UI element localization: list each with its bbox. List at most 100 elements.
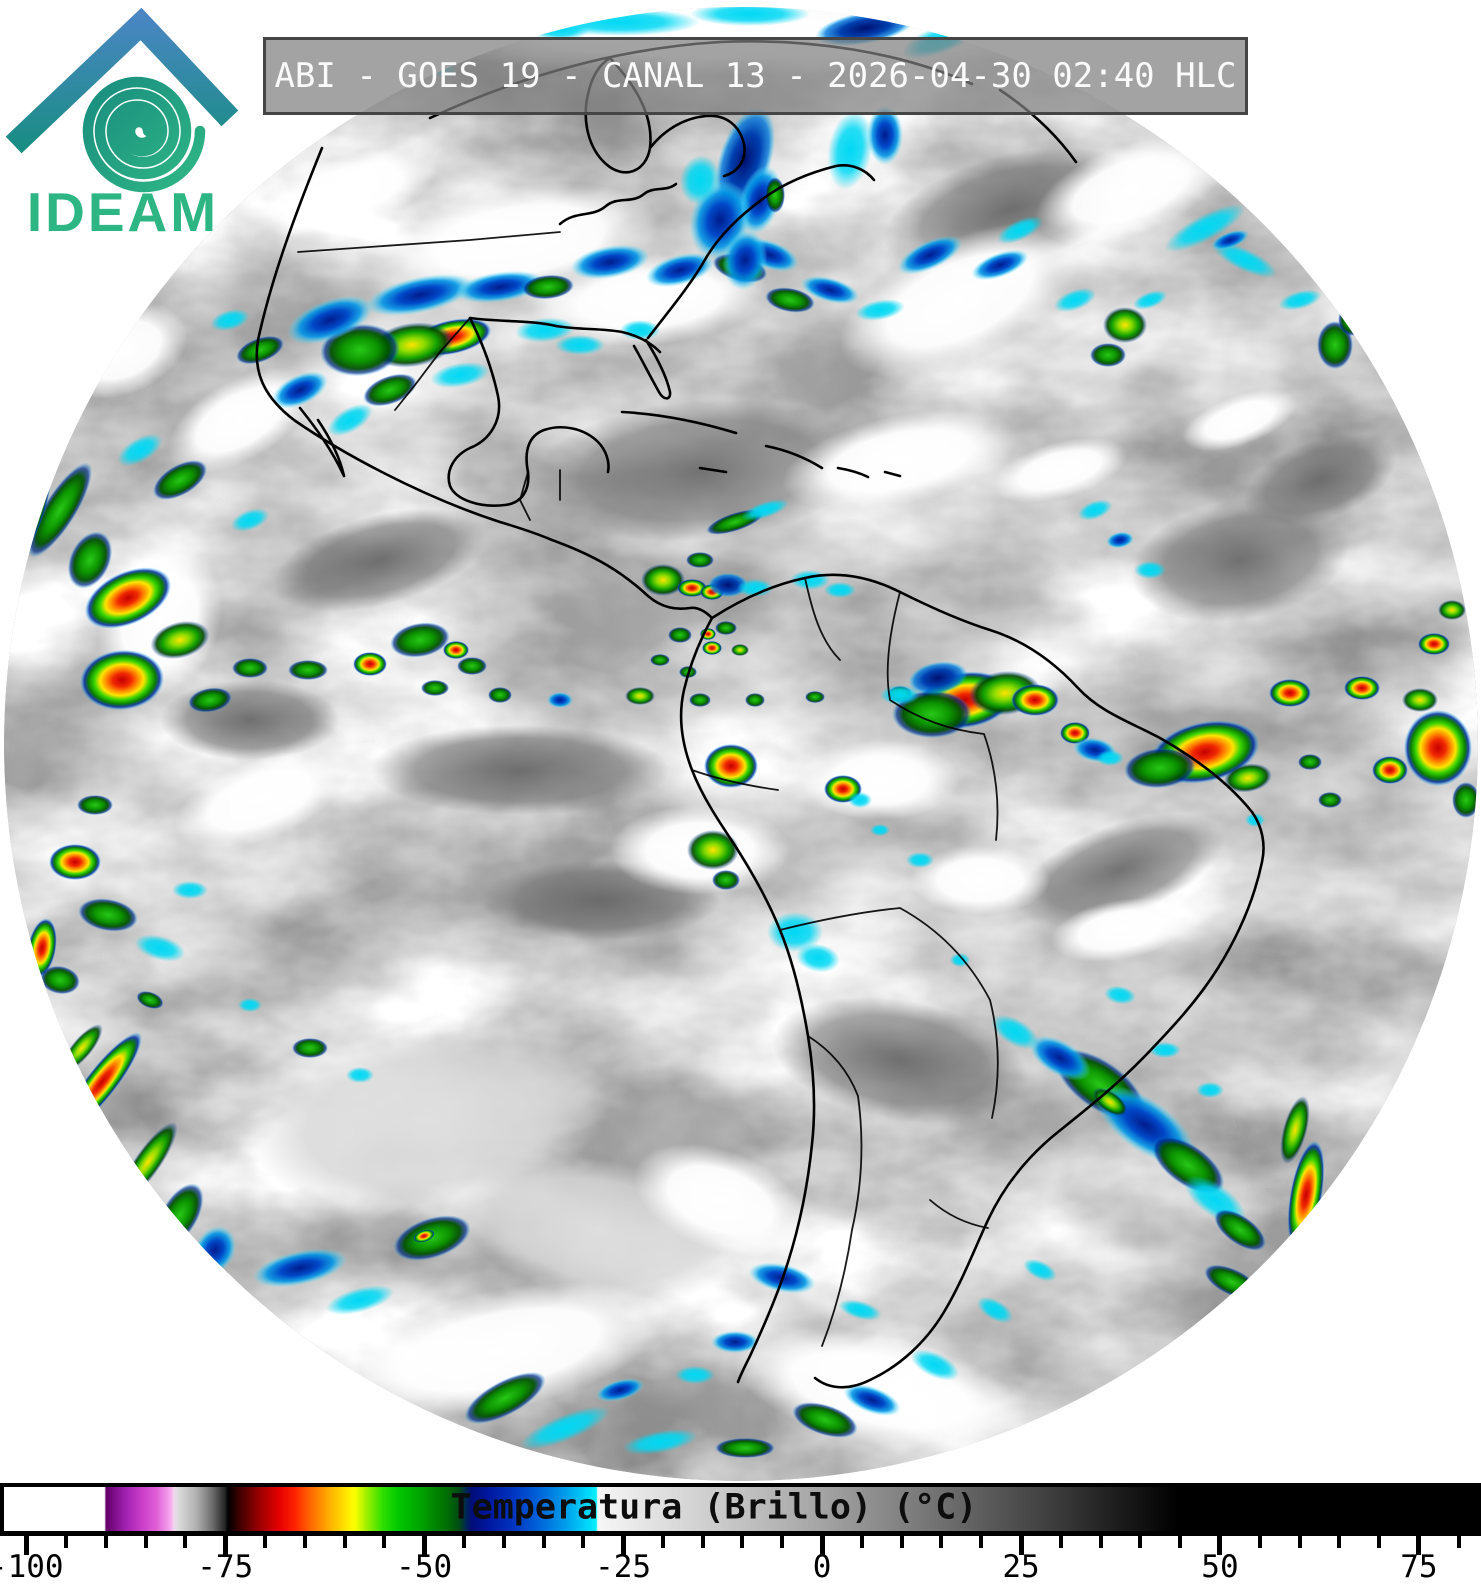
cloud-feature-cyan [515, 317, 575, 343]
cloud-feature-dark [160, 680, 340, 760]
cloud-feature-cyan [117, 433, 163, 467]
cloud-feature-conv [1060, 722, 1090, 744]
axis-minor-tick [581, 1536, 586, 1548]
cold-cloud-features [8, 7, 1478, 1458]
cloud-feature-cyan [1096, 750, 1124, 766]
axis-minor-tick [1178, 1536, 1183, 1548]
cloud-feature-cyan [1196, 1082, 1224, 1098]
cloud-feature-blue [800, 276, 860, 304]
cloud-feature-cyan [741, 499, 789, 521]
cloud-feature-green [1298, 754, 1322, 770]
axis-minor-tick [979, 1536, 984, 1548]
axis-minor-tick [1377, 1536, 1382, 1548]
cloud-feature-cyan [1054, 287, 1096, 313]
cloud-feature-conv [49, 844, 101, 880]
cloud-feature-white [174, 751, 346, 849]
cloud-feature-conv [1011, 684, 1059, 716]
cloud-feature-white [633, 1143, 807, 1257]
coastline-path [710, 573, 1265, 1389]
cloud-feature-conv [443, 641, 469, 659]
axis-minor-tick [740, 1536, 745, 1548]
cloud-feature-green [236, 335, 284, 365]
cloud-feature-cyan [1164, 203, 1246, 253]
cloud-feature-green [77, 795, 113, 815]
cloud-feature-cyan [737, 579, 773, 597]
coastline-path [679, 616, 816, 1384]
cloud-feature-green [457, 657, 487, 675]
axis-minor-tick [342, 1536, 347, 1548]
axis-minor-tick [461, 1536, 466, 1548]
axis-major-tick [819, 1536, 825, 1555]
axis-minor-tick [1297, 1536, 1302, 1548]
cloud-feature-white [1182, 388, 1298, 452]
axis-minor-tick [1456, 1536, 1461, 1548]
axis-minor-tick [780, 1536, 785, 1548]
axis-tick-label: 75 [1400, 1549, 1438, 1585]
cloud-feature-green [67, 531, 113, 589]
cloud-feature-cyan [870, 824, 890, 836]
cloud-feature-green [715, 1438, 775, 1458]
cloud-feature-green [765, 177, 785, 213]
cloud-feature-green [40, 965, 80, 995]
colorbar-axis: -100 -75 -50 -25 0 25 50 75 [0, 1536, 1481, 1585]
cloud-feature-cyan [767, 912, 823, 952]
cloud-feature-cell [1224, 763, 1272, 793]
axis-minor-tick [1337, 1536, 1342, 1548]
cloud-feature-green [1124, 747, 1196, 789]
colorbar-label: Temperatura (Brillo) (°C) [450, 1487, 978, 1528]
cloud-feature-green [792, 1402, 858, 1438]
cloud-feature-cyan [555, 335, 605, 355]
cloud-feature-cyan [134, 934, 186, 962]
cloud-feature-cell [1438, 600, 1466, 620]
cloud-feature-white [991, 437, 1129, 503]
cloud-feature-green [686, 552, 714, 568]
axis-tick-label: -75 [197, 1549, 254, 1585]
cloud-feature-green [1318, 792, 1342, 808]
cloud-feature-cyan [991, 1014, 1039, 1050]
cloud-feature-conv [1372, 756, 1408, 784]
cloud-feature-cyan [838, 1299, 882, 1321]
cloud-feature-green [1214, 1209, 1266, 1251]
coastline-path [468, 316, 662, 354]
axis-tick-label: -100 [0, 1549, 64, 1585]
cloud-feature-green [715, 621, 737, 635]
title-bar: ABI - GOES 19 - CANAL 13 - 2026-04-30 02… [263, 37, 1248, 115]
coastline-path [298, 406, 346, 478]
cloud-feature-cyan [210, 309, 250, 331]
cloud-feature-white [1034, 135, 1226, 245]
cloud-feature-conv [84, 567, 172, 629]
cloud-feature-cyan [172, 881, 208, 899]
cloud-feature-navy [708, 573, 748, 597]
cloud-feature-blue [595, 1378, 645, 1402]
cloud-feature-blue [366, 274, 474, 316]
cloud-feature-cyan [1023, 1258, 1057, 1282]
coastline-path [525, 426, 610, 474]
cloud-feature-blue [645, 252, 715, 288]
cloud-feature-blue [867, 105, 903, 165]
cloud-feature-cyan [880, 685, 920, 705]
cloud-feature-cyan [327, 403, 373, 437]
cloud-feature-white [782, 409, 1018, 511]
cloud-feature-cell [731, 644, 749, 656]
cloud-feature-green [1090, 343, 1126, 367]
cloud-feature-conv [1344, 676, 1380, 700]
cloud-feature-cyan [950, 953, 970, 967]
cloud-feature-cyan [230, 508, 270, 532]
cloud-feature-cyan [346, 1067, 374, 1083]
axis-tick-label: -50 [396, 1549, 453, 1585]
cloud-feature-cyan [906, 852, 934, 868]
axis-major-tick [222, 1536, 228, 1555]
coastline-path [632, 338, 672, 400]
cloud-feature-cyan [622, 1429, 698, 1455]
axis-minor-tick [1257, 1536, 1262, 1548]
cloud-feature-green [488, 687, 512, 703]
cloud-feature-cyan [996, 216, 1044, 244]
cloud-feature-cyan [1212, 242, 1278, 278]
coastline-path [648, 114, 746, 178]
cloud-feature-blue [1211, 229, 1249, 251]
axis-major-tick [620, 1536, 626, 1555]
cloud-feature-conv [353, 652, 387, 676]
axis-tick-label: -25 [595, 1549, 652, 1585]
cloud-feature-green [188, 687, 232, 713]
axis-minor-tick [939, 1536, 944, 1548]
